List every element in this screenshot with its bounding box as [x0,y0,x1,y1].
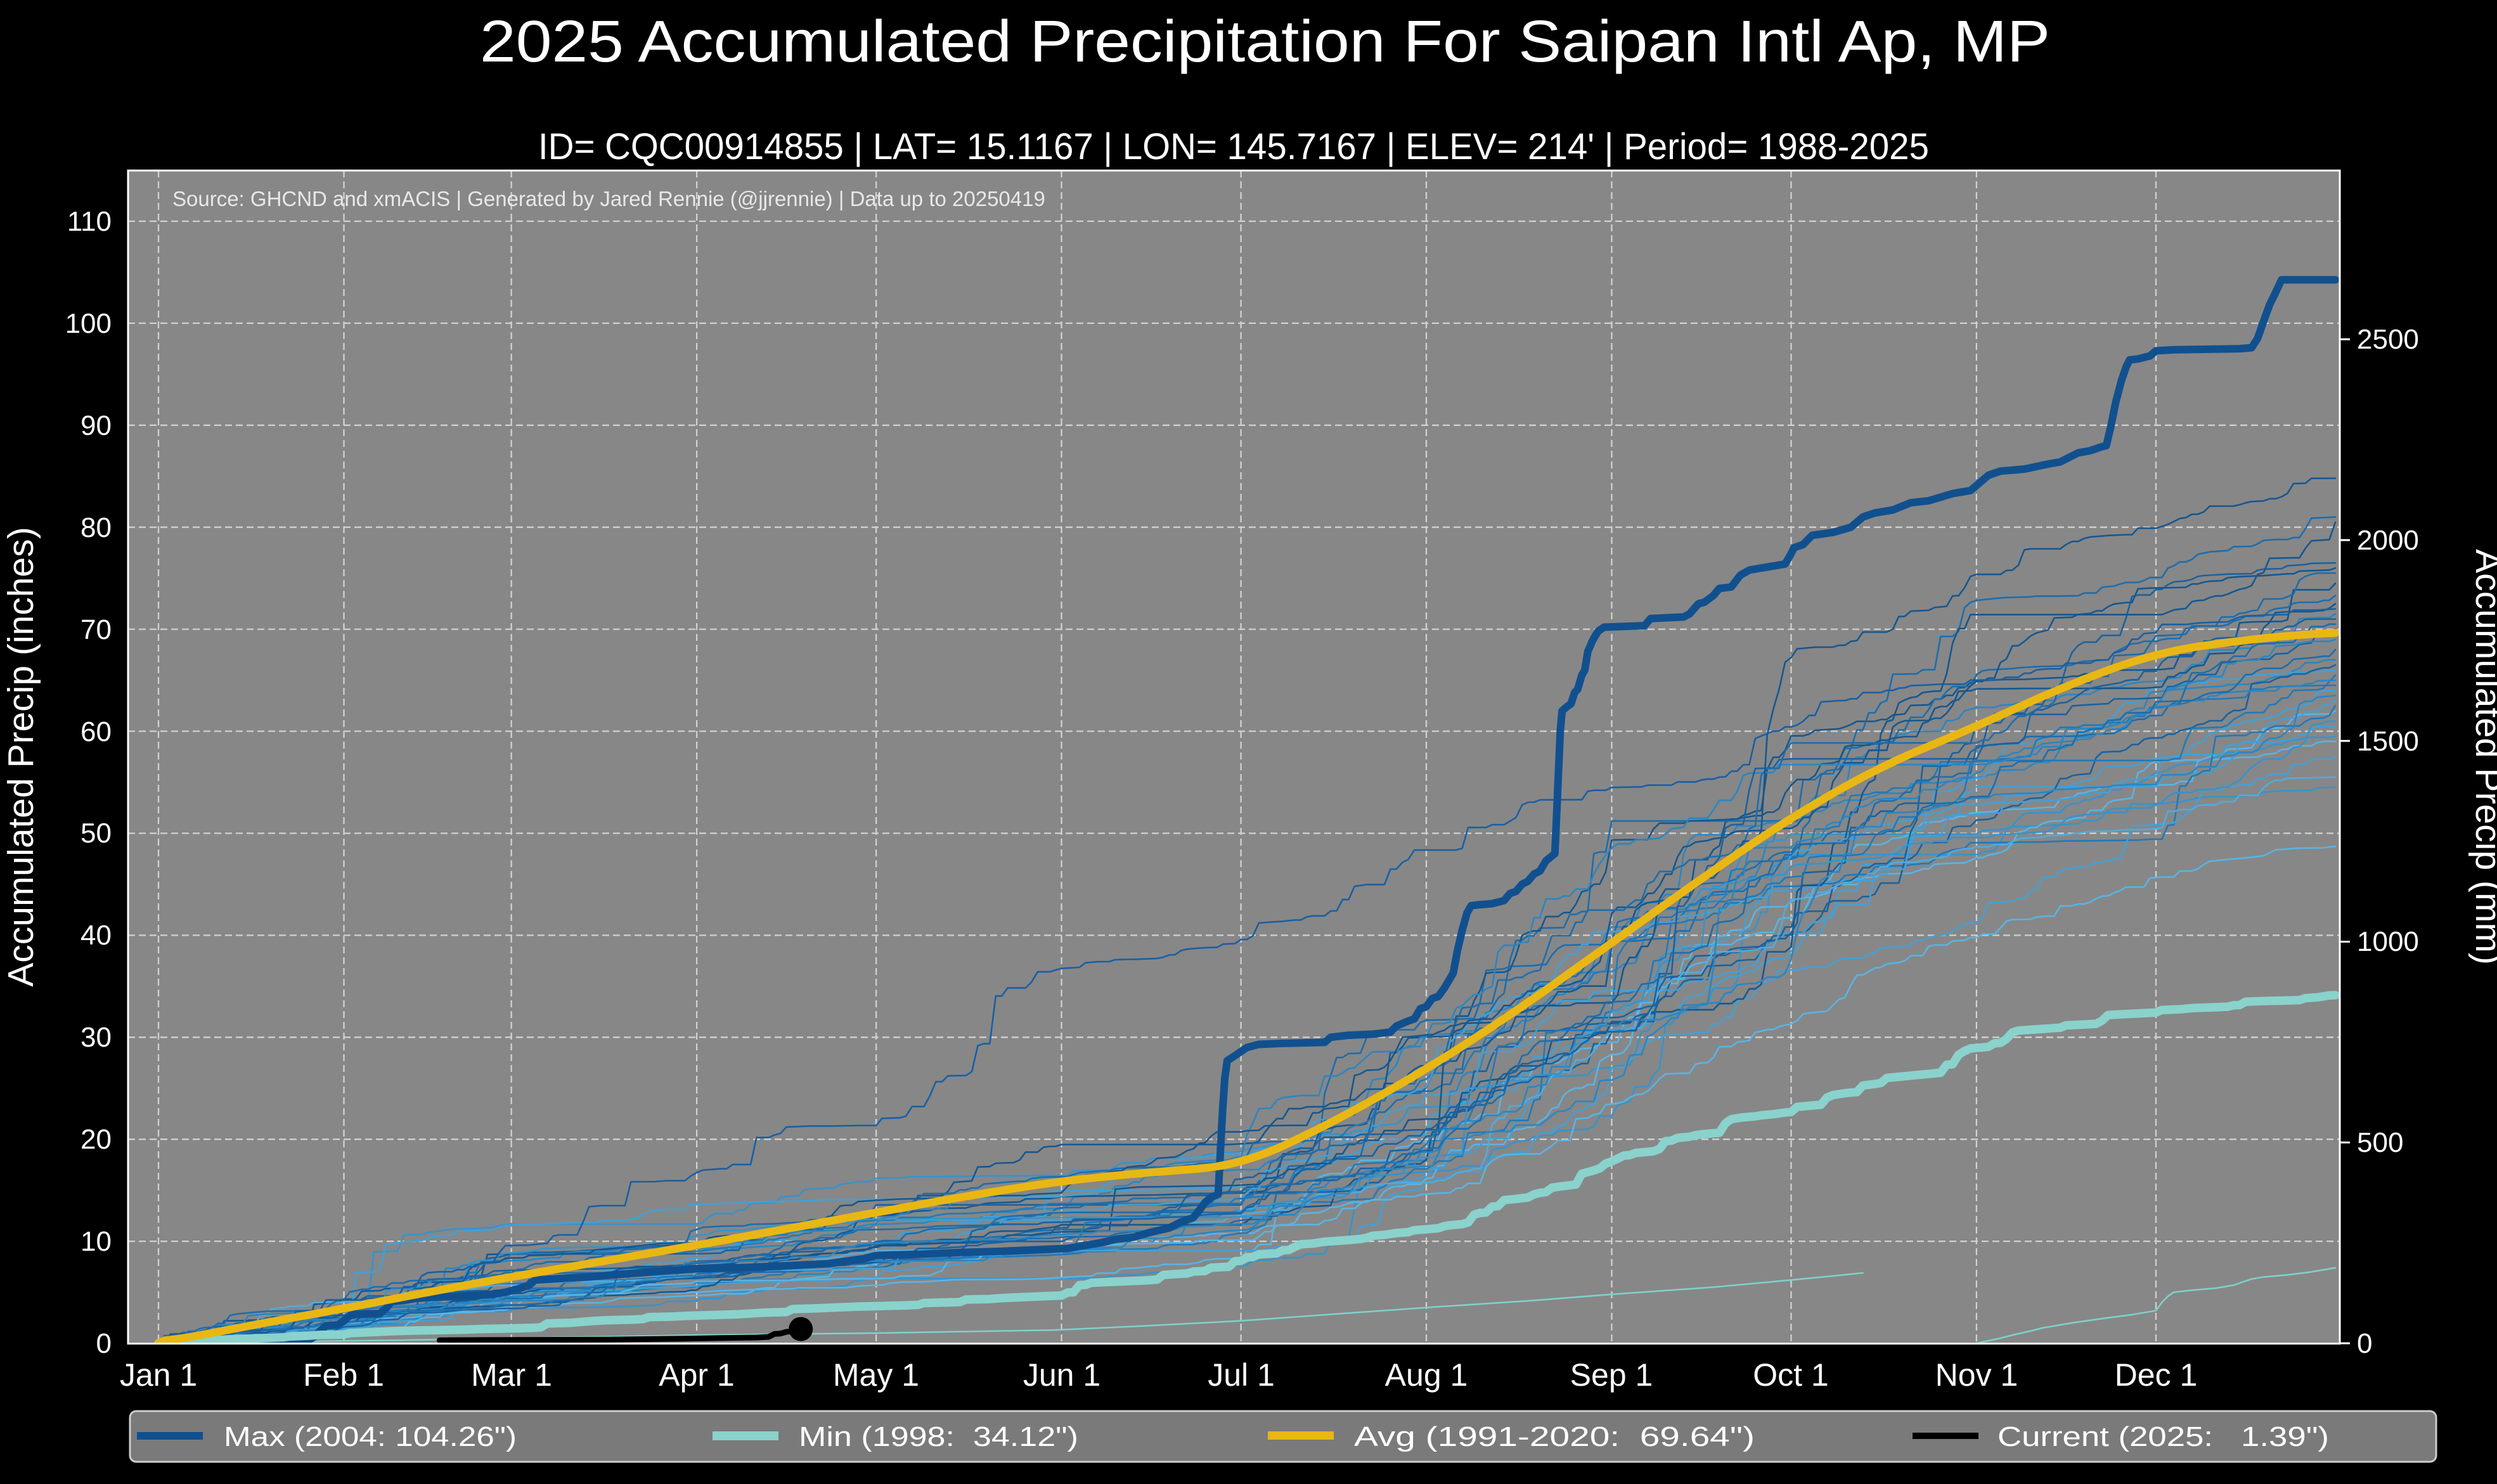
svg-text:40: 40 [81,920,112,951]
svg-text:Jul 1: Jul 1 [1208,1357,1275,1393]
svg-text:500: 500 [2357,1127,2403,1158]
svg-text:Max (2004: 104.26"): Max (2004: 104.26") [224,1421,517,1452]
svg-text:Avg (1991-2020: 69.64"): Avg (1991-2020: 69.64") [1354,1421,1755,1452]
svg-text:Sep 1: Sep 1 [1570,1357,1653,1393]
svg-text:20: 20 [81,1124,112,1155]
svg-text:Min (1998: 34.12"): Min (1998: 34.12") [799,1421,1078,1452]
svg-text:2025 Accumulated Precipitation: 2025 Accumulated Precipitation For Saipa… [480,8,2050,74]
svg-text:80: 80 [81,512,112,543]
svg-text:60: 60 [81,716,112,747]
svg-text:1000: 1000 [2357,926,2419,957]
svg-text:Aug 1: Aug 1 [1385,1357,1468,1393]
svg-text:Jun 1: Jun 1 [1023,1357,1100,1393]
svg-text:Accumulated Precip (inches): Accumulated Precip (inches) [1,527,41,986]
svg-text:Accumulated Precip (mm): Accumulated Precip (mm) [2468,549,2497,965]
svg-text:Apr 1: Apr 1 [659,1357,735,1393]
svg-text:2000: 2000 [2357,525,2419,556]
svg-text:Feb 1: Feb 1 [303,1357,384,1393]
svg-text:70: 70 [81,614,112,645]
svg-text:Oct 1: Oct 1 [1753,1357,1828,1393]
svg-text:Dec 1: Dec 1 [2115,1357,2198,1393]
svg-text:Nov 1: Nov 1 [1935,1357,2018,1393]
svg-text:50: 50 [81,818,112,849]
svg-text:Current (2025: 1.39"): Current (2025: 1.39") [1997,1421,2329,1452]
svg-text:Mar 1: Mar 1 [471,1357,552,1393]
svg-text:Jan 1: Jan 1 [120,1357,197,1393]
svg-text:110: 110 [67,206,112,237]
svg-text:1500: 1500 [2357,726,2419,757]
svg-text:May 1: May 1 [833,1357,919,1393]
svg-text:10: 10 [81,1226,112,1257]
svg-text:ID= CQC00914855 | LAT= 15.1167: ID= CQC00914855 | LAT= 15.1167 | LON= 14… [538,126,1929,167]
svg-text:30: 30 [81,1022,112,1053]
svg-text:2500: 2500 [2357,324,2419,355]
svg-text:0: 0 [96,1328,112,1359]
svg-text:0: 0 [2357,1328,2372,1359]
svg-text:90: 90 [81,410,112,441]
svg-text:Source: GHCND and xmACIS | Gen: Source: GHCND and xmACIS | Generated by … [172,187,1045,210]
svg-text:100: 100 [65,308,112,339]
